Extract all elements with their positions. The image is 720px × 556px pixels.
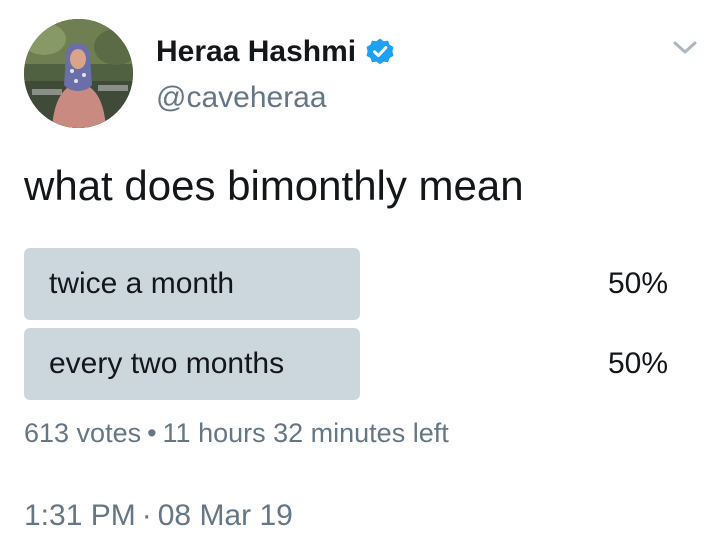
poll-option-label: every two months [49, 347, 285, 380]
poll-option-percent: 50% [607, 347, 668, 380]
poll-vote-count: 613 votes [24, 418, 142, 448]
author-handle[interactable]: @caveheraa [156, 81, 327, 114]
tweet-date[interactable]: 08 Mar 19 [157, 499, 293, 532]
timestamp-separator: · [141, 499, 152, 532]
poll-result-bar [24, 328, 360, 400]
poll-option: twice a month 50% [24, 248, 668, 320]
tweet-text: what does bimonthly mean [24, 162, 524, 209]
poll-meta-separator: • [147, 418, 157, 448]
chevron-down-icon[interactable] [672, 38, 698, 58]
verified-badge-icon [365, 37, 395, 67]
poll-time-left: 11 hours 32 minutes left [162, 418, 449, 448]
author-display-name[interactable]: Heraa Hashmi [156, 35, 357, 68]
author-avatar[interactable] [24, 19, 133, 128]
poll-result-bar [24, 248, 360, 320]
avatar-photo [24, 19, 133, 128]
poll-meta: 613 votes • 11 hours 32 minutes left [24, 416, 449, 450]
author-name-row[interactable]: Heraa Hashmi [156, 32, 395, 72]
poll-option-percent: 50% [607, 267, 668, 300]
poll-option-label: twice a month [49, 267, 235, 300]
tweet-time[interactable]: 1:31 PM [24, 499, 136, 532]
tweet-timestamp[interactable]: 1:31 PM · 08 Mar 19 [24, 497, 293, 535]
poll-option: every two months 50% [24, 328, 668, 400]
